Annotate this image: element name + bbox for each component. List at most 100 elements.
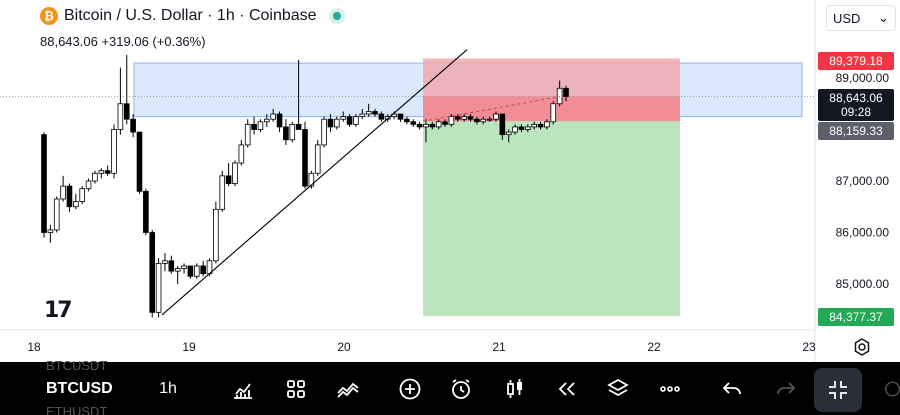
candle-body: [60, 185, 66, 200]
candle: [53, 196, 60, 233]
take-profit-zone: [423, 121, 680, 317]
candle: [314, 139, 321, 176]
more-icon[interactable]: [657, 362, 683, 415]
candle-body: [193, 265, 200, 277]
candle-body: [79, 188, 85, 203]
redo-icon[interactable]: [774, 362, 798, 415]
candle: [556, 80, 563, 107]
candle: [104, 165, 111, 176]
candle-body: [92, 172, 98, 182]
candle-body: [410, 121, 417, 125]
candle: [66, 183, 73, 212]
candle-body: [174, 268, 181, 272]
candle: [73, 193, 79, 210]
symbol-title[interactable]: Bitcoin / U.S. Dollar · 1h · Coinbase: [64, 7, 317, 24]
candle-body: [187, 265, 194, 277]
currency-select[interactable]: USD ⌄: [826, 5, 896, 31]
candle-body: [556, 87, 563, 105]
candle-body: [276, 113, 283, 128]
layout-grid-icon[interactable]: [283, 362, 309, 415]
candle-body: [168, 260, 175, 272]
candle: [346, 114, 353, 127]
candle: [480, 116, 487, 125]
symbol-button[interactable]: BTCUSD: [46, 380, 113, 397]
layers-icon[interactable]: [605, 362, 631, 415]
trend-line: [161, 49, 468, 316]
gear-icon[interactable]: [852, 337, 872, 357]
alarm-clock-icon[interactable]: [448, 362, 474, 415]
replay-icon[interactable]: [554, 362, 580, 415]
candle: [276, 111, 283, 133]
candle-body: [136, 131, 143, 192]
candle: [193, 263, 200, 279]
candle-body: [143, 190, 149, 233]
hint-icon[interactable]: [882, 362, 900, 415]
candle-body: [346, 116, 353, 125]
candle: [321, 116, 327, 148]
candle-body: [302, 129, 308, 187]
candle-body: [480, 118, 487, 123]
entry-price-tag: 88,159.33: [818, 122, 894, 140]
candle: [442, 119, 448, 127]
candle-body: [181, 265, 187, 269]
candle: [454, 114, 461, 122]
candle: [499, 113, 506, 140]
candle: [461, 114, 467, 122]
candle: [111, 124, 117, 179]
candle-body: [486, 118, 493, 121]
candle: [232, 160, 238, 187]
candle: [289, 121, 296, 143]
candle-body: [244, 123, 251, 146]
candle: [327, 114, 334, 133]
price-tick: 89,000.00: [836, 71, 890, 85]
candle: [340, 111, 346, 122]
fullscreen-button[interactable]: [814, 368, 862, 412]
candle-body: [531, 123, 537, 128]
candle: [550, 101, 557, 125]
candle: [136, 131, 143, 194]
candle-body: [257, 121, 264, 130]
time-tick: 19: [182, 340, 196, 354]
candle-body: [454, 116, 461, 120]
candle-body: [213, 208, 219, 262]
bitcoin-icon: ₿: [40, 7, 58, 25]
candlestick-chart[interactable]: 89,000.0088,000.0087,000.0086,000.0085,0…: [0, 0, 900, 362]
candle: [92, 170, 98, 184]
candle-body: [505, 131, 512, 136]
chart-header: ₿ Bitcoin / U.S. Dollar · 1h · Coinbase: [40, 7, 345, 25]
target-price-tag: 84,377.37: [818, 308, 894, 326]
symbol-next[interactable]: ETHUSDT: [46, 404, 108, 415]
candle-body: [98, 170, 105, 174]
time-tick: 21: [492, 340, 506, 354]
candle: [85, 178, 92, 192]
live-dot-icon: [328, 8, 345, 24]
candle: [181, 263, 187, 274]
price-tick: 87,000.00: [836, 174, 890, 188]
chevron-down-icon: ⌄: [878, 10, 889, 25]
add-icon[interactable]: [397, 362, 423, 415]
current-price-value: 88,643.06: [829, 91, 883, 105]
compare-icon[interactable]: [334, 362, 362, 415]
candle: [397, 113, 404, 122]
price-row: 88,643.06 +319.06 (+0.36%): [40, 34, 206, 49]
undo-icon[interactable]: [720, 362, 744, 415]
candle-body: [378, 113, 385, 120]
candle-body: [448, 116, 455, 125]
candle: [123, 54, 130, 125]
candle-body: [404, 118, 410, 123]
candles-icon[interactable]: [503, 362, 527, 415]
chart-area[interactable]: 89,000.0088,000.0087,000.0086,000.0085,0…: [0, 0, 900, 362]
symbol-prev[interactable]: BTCUSDT: [46, 358, 108, 373]
candle-body: [365, 111, 372, 115]
candle-body: [334, 118, 340, 128]
candle-body: [155, 262, 162, 313]
candle: [257, 119, 264, 133]
candle: [168, 255, 175, 274]
candle-body: [238, 144, 245, 164]
candle-body: [537, 123, 544, 128]
candle: [149, 229, 156, 318]
price-tick: 86,000.00: [836, 226, 890, 240]
indicators-icon[interactable]: [230, 362, 256, 415]
candle-body: [225, 175, 232, 184]
interval-button[interactable]: 1h: [159, 379, 177, 397]
